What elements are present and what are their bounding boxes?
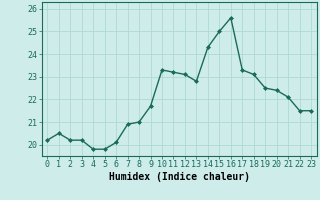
X-axis label: Humidex (Indice chaleur): Humidex (Indice chaleur) xyxy=(109,172,250,182)
